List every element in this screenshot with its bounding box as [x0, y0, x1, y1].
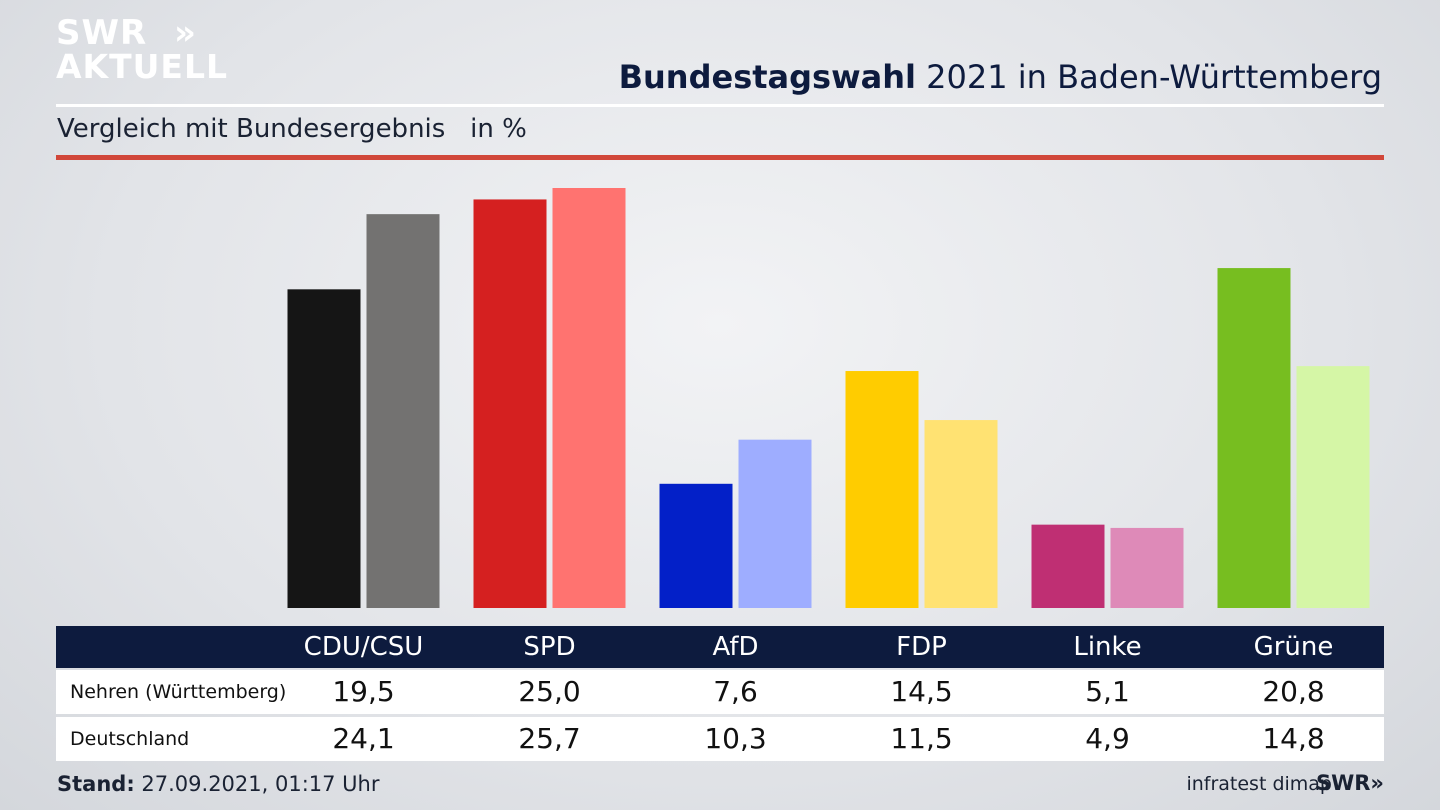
value-cell-cdu-csu: 24,1	[332, 722, 395, 755]
bar-fdp-series-1	[845, 371, 919, 608]
value-cell-afd: 7,6	[713, 675, 758, 708]
bar-cdu-csu-series-1	[287, 289, 361, 608]
bar-gr-ne-series-2	[1296, 366, 1370, 608]
chart-subtitle: Vergleich mit Bundesergebnis in %	[57, 114, 527, 144]
category-label-cdu-csu: CDU/CSU	[303, 632, 424, 662]
logo-line-1: SWR	[56, 13, 148, 53]
page-title: Bundestagswahl 2021 in Baden-Württemberg	[619, 58, 1382, 96]
bar-fdp-series-2	[924, 420, 998, 608]
value-cell-fdp: 11,5	[890, 722, 953, 755]
stand-label: Stand:	[57, 772, 135, 796]
bar-afd-series-1	[659, 483, 733, 608]
value-cell-spd: 25,7	[518, 722, 581, 755]
row-label: Nehren (Württemberg)	[70, 681, 287, 703]
title-bold: Bundestagswahl	[618, 58, 916, 96]
bar-afd-series-2	[738, 439, 812, 608]
timestamp: Stand: 27.09.2021, 01:17 Uhr	[57, 772, 380, 796]
value-cell-fdp: 14,5	[890, 675, 953, 708]
logo-line-2: AKTUELL	[56, 47, 229, 86]
swr-small-logo: SWR»	[1315, 771, 1384, 795]
value-cell-gr-ne: 14,8	[1262, 722, 1325, 755]
bar-gr-ne-series-1	[1217, 268, 1291, 608]
value-cell-linke: 5,1	[1085, 675, 1130, 708]
category-label-fdp: FDP	[896, 632, 947, 662]
bar-linke-series-1	[1031, 524, 1105, 608]
bar-spd-series-1	[473, 199, 547, 608]
bar-linke-series-2	[1110, 527, 1184, 608]
title-rest: 2021 in Baden-Württemberg	[915, 58, 1382, 96]
category-label-spd: SPD	[523, 632, 576, 662]
row-label: Deutschland	[70, 728, 190, 750]
table-row: Nehren (Württemberg) 19,5 25,0 7,6 14,5 5,1 2…	[56, 670, 1384, 714]
logo-chevrons: »	[174, 13, 197, 53]
source-label: infratest dimap	[1186, 773, 1332, 795]
party-header-row: CDU/CSU SPD AfD FDP Linke Grüne	[56, 626, 1384, 668]
value-cell-cdu-csu: 19,5	[332, 675, 395, 708]
bar-cdu-csu-series-2	[366, 214, 440, 608]
table-row: Deutschland 24,1 25,7 10,3 11,5 4,9 14,8	[56, 717, 1384, 761]
value-cell-linke: 4,9	[1085, 722, 1130, 755]
value-cell-gr-ne: 20,8	[1262, 675, 1325, 708]
subtitle-divider	[56, 155, 1384, 160]
stand-value: 27.09.2021, 01:17 Uhr	[134, 772, 380, 796]
bar-chart	[287, 188, 1370, 608]
category-label-afd: AfD	[712, 632, 759, 662]
category-label-gr-ne: Grüne	[1253, 632, 1334, 662]
category-label-linke: Linke	[1073, 632, 1142, 662]
swr-aktuell-logo: SWR » AKTUELL	[56, 16, 228, 84]
bar-spd-series-2	[552, 188, 626, 608]
value-cell-afd: 10,3	[704, 722, 767, 755]
title-divider	[56, 104, 1384, 107]
value-cell-spd: 25,0	[518, 675, 581, 708]
